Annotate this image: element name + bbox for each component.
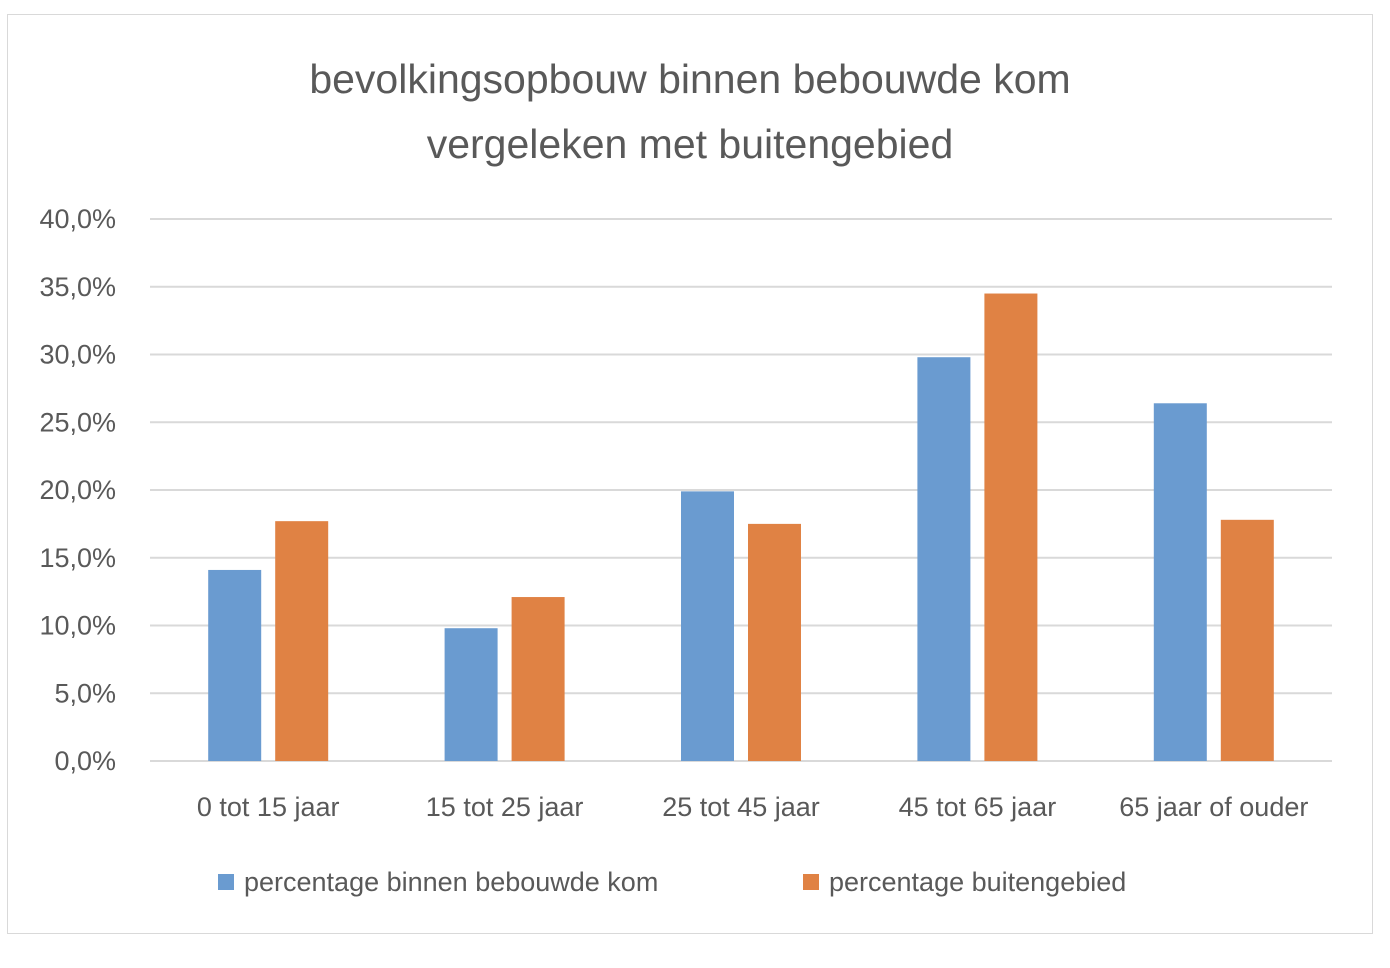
y-axis-ticks: 0,0% 5,0% 10,0% 15,0% 20,0% 25,0% 30,0% 35,0% 40… — [39, 204, 116, 776]
x-category-label: 45 tot 65 jaar — [899, 792, 1057, 822]
bar-binnen-3 — [917, 357, 971, 761]
x-category-label: 15 tot 25 jaar — [426, 792, 584, 822]
y-tick-label: 5,0% — [54, 678, 116, 708]
y-tick-label: 15,0% — [39, 543, 116, 573]
gridlines — [150, 218, 1332, 762]
bars — [208, 293, 1274, 761]
y-tick-label: 30,0% — [39, 340, 116, 370]
x-category-label: 25 tot 45 jaar — [662, 792, 820, 822]
chart-title-line-1: bevolkingsopbouw binnen bebouwde kom — [309, 56, 1070, 102]
bar-buiten-0 — [275, 521, 329, 761]
y-tick-label: 0,0% — [54, 746, 116, 776]
bar-binnen-4 — [1153, 403, 1207, 761]
legend: percentage binnen bebouwde kom percentage… — [218, 867, 1126, 897]
legend-swatch — [803, 874, 819, 890]
x-axis-categories: 0 tot 15 jaar 15 tot 25 jaar 25 tot 45 jaa… — [197, 792, 1308, 822]
y-tick-label: 20,0% — [39, 475, 116, 505]
y-tick-label: 25,0% — [39, 407, 116, 437]
bar-buiten-1 — [511, 597, 565, 761]
bar-binnen-1 — [444, 628, 498, 761]
legend-label: percentage binnen bebouwde kom — [244, 867, 658, 897]
y-tick-label: 10,0% — [39, 611, 116, 641]
chart-title-line-2: vergeleken met buitengebied — [427, 121, 954, 167]
bar-buiten-4 — [1220, 519, 1274, 761]
y-tick-label: 40,0% — [39, 204, 116, 234]
chart-frame — [7, 14, 1373, 934]
bar-binnen-0 — [208, 569, 262, 761]
legend-label: percentage buitengebied — [829, 867, 1126, 897]
y-tick-label: 35,0% — [39, 272, 116, 302]
bar-buiten-3 — [984, 293, 1038, 761]
bar-buiten-2 — [748, 523, 801, 761]
legend-swatch — [218, 874, 234, 890]
bar-binnen-2 — [681, 491, 734, 761]
x-category-label: 65 jaar of ouder — [1119, 792, 1308, 822]
x-category-label: 0 tot 15 jaar — [197, 792, 340, 822]
